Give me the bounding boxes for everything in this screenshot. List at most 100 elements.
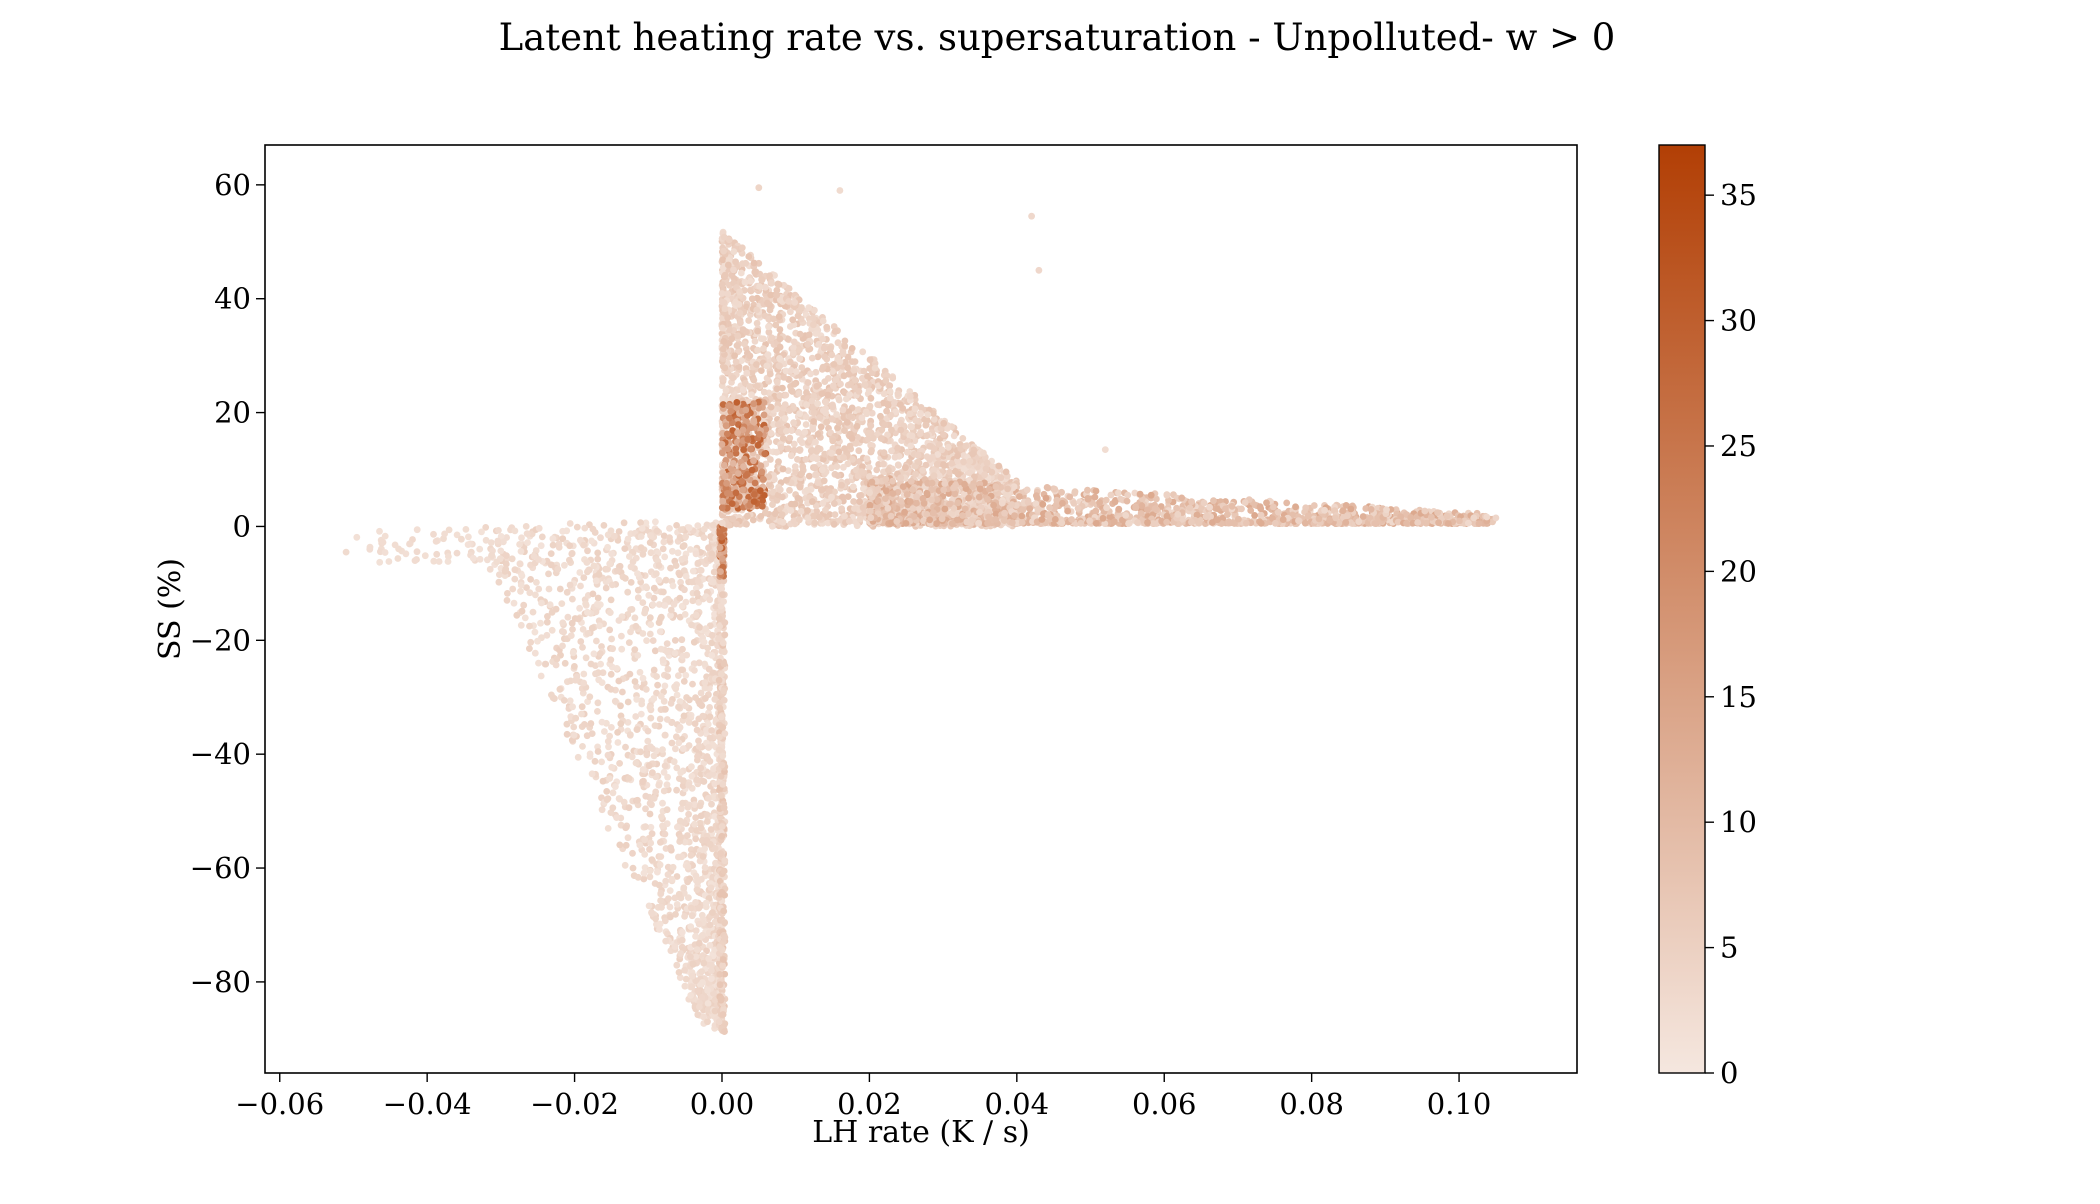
scatter-point: [556, 685, 564, 693]
scatter-point: [626, 670, 634, 678]
scatter-point: [695, 743, 703, 750]
scatter-point: [736, 288, 743, 296]
scatter-point: [720, 804, 728, 811]
scatter-point: [838, 481, 845, 489]
scatter-point: [685, 524, 693, 532]
scatter-point: [787, 367, 795, 374]
scatter-point: [639, 599, 647, 606]
scatter-point: [679, 777, 687, 784]
scatter-point: [907, 442, 915, 450]
scatter-point: [678, 636, 686, 644]
scatter-point: [587, 660, 595, 668]
scatter-point: [517, 548, 525, 555]
scatter-point: [719, 345, 727, 353]
scatter-point: [732, 298, 739, 306]
scatter-point: [694, 559, 702, 567]
scatter-point: [841, 427, 848, 434]
scatter-point: [689, 960, 697, 968]
scatter-point: [776, 355, 783, 362]
scatter-point: [664, 773, 671, 781]
scatter-point: [694, 753, 701, 760]
scatter-point: [814, 444, 822, 452]
scatter-point: [966, 457, 974, 465]
scatter-point: [677, 834, 684, 841]
scatter-point: [885, 466, 892, 474]
scatter-point: [746, 383, 753, 390]
scatter-point: [588, 624, 596, 632]
scatter-point: [702, 625, 710, 633]
scatter-point: [655, 576, 663, 584]
scatter-point: [673, 764, 681, 772]
scatter-point: [705, 955, 713, 962]
scatter-point: [572, 676, 579, 684]
scatter-point: [835, 396, 843, 404]
scatter-point: [779, 384, 786, 392]
scatter-point: [543, 618, 551, 626]
scatter-point: [721, 619, 729, 626]
scatter-point: [696, 700, 704, 708]
scatter-point: [765, 473, 773, 481]
scatter-point: [779, 435, 787, 442]
scatter-point: [560, 697, 568, 704]
scatter-point: [729, 374, 737, 382]
scatter-point: [728, 500, 736, 507]
scatter-point: [753, 319, 761, 327]
scatter-point: [741, 340, 748, 348]
scatter-point: [773, 286, 781, 294]
scatter-point: [634, 796, 641, 804]
scatter-point: [664, 863, 672, 871]
scatter-point: [813, 507, 820, 515]
scatter-point: [721, 730, 729, 737]
scatter-point: [659, 799, 666, 807]
scatter-point: [673, 691, 681, 699]
scatter-point: [693, 589, 701, 597]
scatter-point: [804, 514, 812, 522]
scatter-point: [627, 563, 635, 571]
scatter-point: [765, 328, 773, 336]
scatter-point: [748, 391, 755, 399]
scatter-point: [676, 974, 684, 981]
scatter-point: [794, 456, 801, 463]
scatter-point: [643, 751, 651, 759]
scatter-point: [706, 596, 714, 604]
scatter-point: [582, 600, 589, 608]
scatter-point: [608, 550, 616, 558]
chart-title: Latent heating rate vs. supersaturation …: [499, 16, 1616, 59]
scatter-point: [604, 737, 612, 745]
scatter-point: [810, 409, 818, 416]
scatter-point: [667, 564, 674, 572]
scatter-point: [946, 468, 954, 476]
scatter-point: [823, 418, 831, 426]
scatter-point: [717, 850, 724, 857]
scatter-point: [867, 441, 875, 449]
scatter-point: [649, 601, 657, 608]
scatter-point: [797, 508, 805, 515]
scatter-point: [721, 1028, 728, 1035]
scatter-point: [764, 299, 771, 307]
scatter-point: [692, 694, 699, 701]
scatter-point: [824, 391, 832, 399]
scatter-point: [657, 897, 664, 904]
scatter-point: [811, 306, 818, 314]
scatter-point: [886, 388, 894, 395]
scatter-point: [816, 414, 824, 422]
scatter-point: [675, 672, 682, 679]
scatter-point: [729, 515, 737, 523]
scatter-point: [609, 645, 616, 653]
scatter-point: [502, 560, 510, 568]
scatter-point: [634, 594, 642, 602]
scatter-point: [720, 338, 728, 345]
scatter-point: [663, 716, 671, 723]
scatter-point: [622, 575, 629, 582]
scatter-point: [689, 680, 696, 688]
scatter-point: [659, 545, 667, 553]
scatter-point: [720, 1005, 727, 1013]
scatter-point: [980, 449, 987, 457]
scatter-point: [657, 693, 665, 700]
scatter-point: [645, 591, 653, 599]
scatter-point: [743, 520, 750, 528]
scatter-point: [859, 348, 867, 356]
scatter-point: [558, 628, 566, 635]
scatter-point: [738, 244, 746, 252]
scatter-point: [636, 668, 644, 676]
